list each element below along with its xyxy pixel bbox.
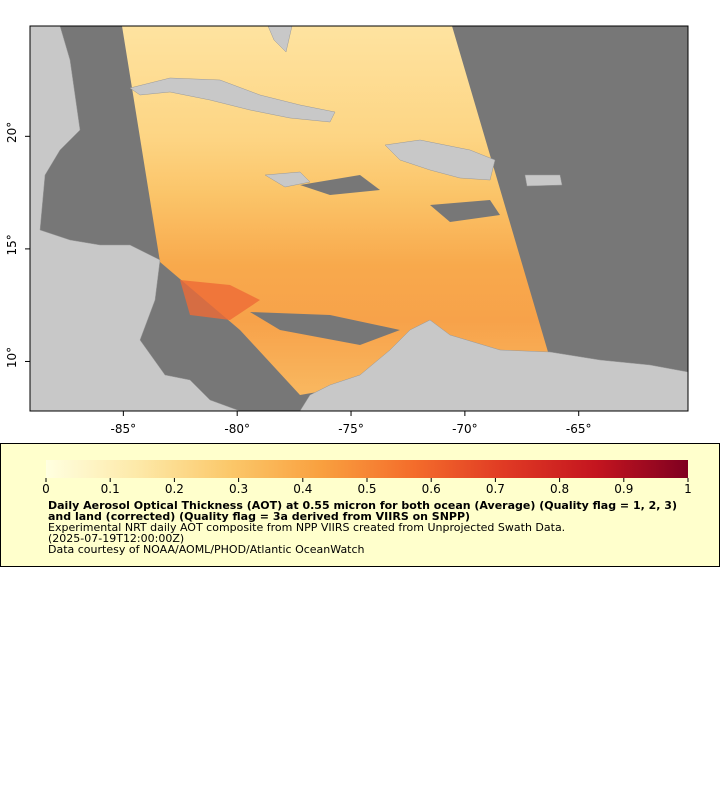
colorbar-tick-label: 0.2 xyxy=(165,482,184,496)
x-tick-label: -65° xyxy=(566,422,592,436)
caption-title: Daily Aerosol Optical Thickness (AOT) at… xyxy=(48,499,677,523)
cuba xyxy=(129,77,336,123)
y-tick-label: 10° xyxy=(5,347,19,368)
hispaniola xyxy=(384,139,496,181)
colorbar-tick-label: 0.1 xyxy=(101,482,120,496)
colorbar-tick-label: 0.7 xyxy=(486,482,505,496)
x-tick-label: -75° xyxy=(338,422,364,436)
caption-note: (2025-07-19T12:00:00Z) xyxy=(48,532,185,545)
colorbar-tick-label: 0.3 xyxy=(229,482,248,496)
x-tick-label: -70° xyxy=(452,422,478,436)
colorbar-tick-label: 0.6 xyxy=(422,482,441,496)
south-america xyxy=(299,319,689,412)
no-data xyxy=(430,200,500,222)
caption-note: Data courtesy of NOAA/AOML/PHOD/Atlantic… xyxy=(48,543,365,556)
aot-hotspot xyxy=(180,280,260,320)
central-america xyxy=(29,25,241,412)
jamaica xyxy=(264,171,311,188)
colorbar-tick-label: 0.8 xyxy=(550,482,569,496)
colorbar-tick-label: 0.9 xyxy=(614,482,633,496)
colorbar-tick-label: 1 xyxy=(684,482,692,496)
y-tick-label: 20° xyxy=(5,122,19,143)
colorbar-tick-label: 0 xyxy=(42,482,50,496)
caption-note: Experimental NRT daily AOT composite fro… xyxy=(48,521,566,534)
colorbar xyxy=(46,460,688,478)
map-frame xyxy=(29,25,689,412)
no-data xyxy=(250,312,400,345)
x-tick-label: -85° xyxy=(111,422,137,436)
colorbar-tick-label: 0.5 xyxy=(357,482,376,496)
x-tick-label: -80° xyxy=(224,422,250,436)
caption: Daily Aerosol Optical Thickness (AOT) at… xyxy=(48,500,678,555)
colorbar-tick-label: 0.4 xyxy=(293,482,312,496)
y-tick-label: 15° xyxy=(5,234,19,255)
no-data xyxy=(300,175,380,195)
puerto-rico xyxy=(524,174,563,187)
